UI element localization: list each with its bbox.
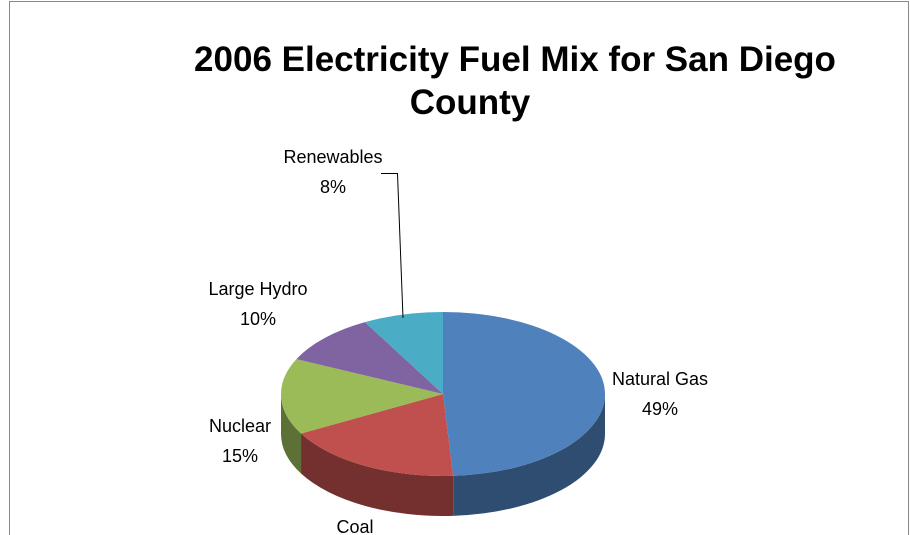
slice-label: Nuclear bbox=[209, 416, 271, 436]
slice bbox=[281, 359, 443, 434]
value-label: 10% bbox=[240, 309, 276, 329]
slice-label: Renewables bbox=[283, 147, 382, 167]
slice-side bbox=[453, 394, 605, 516]
slice-label: Large Hydro bbox=[208, 279, 307, 299]
slice bbox=[443, 312, 605, 476]
slice-label: Natural Gas bbox=[612, 369, 708, 389]
leader-line bbox=[381, 173, 404, 319]
value-label: 15% bbox=[222, 446, 258, 466]
slice bbox=[296, 322, 443, 394]
slice-label: Coal bbox=[336, 517, 373, 535]
chart-border bbox=[9, 1, 909, 535]
value-label: 8% bbox=[320, 177, 346, 197]
slice-side bbox=[281, 394, 302, 474]
slice bbox=[301, 394, 454, 476]
chart-title: 2006 Electricity Fuel Mix for San Diego C… bbox=[194, 40, 836, 122]
slice-side bbox=[301, 433, 454, 516]
value-label: 49% bbox=[642, 399, 678, 419]
slice bbox=[364, 312, 443, 394]
